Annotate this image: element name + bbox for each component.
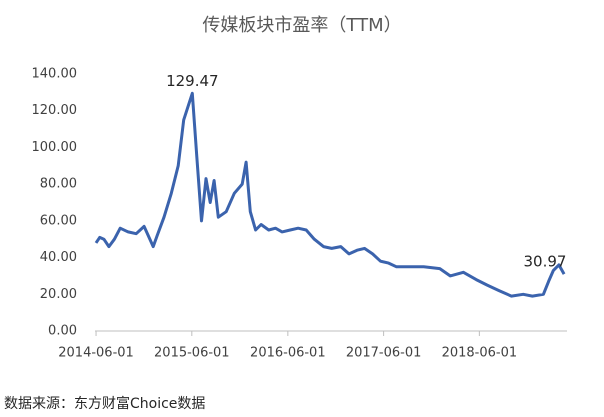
data-label: 30.97 <box>524 253 567 271</box>
y-tick-label: 140.00 <box>32 67 78 82</box>
y-tick-label: 60.00 <box>40 213 77 228</box>
x-tick-label: 2015-06-01 <box>154 346 230 361</box>
x-tick-label: 2018-06-01 <box>442 346 518 361</box>
x-tick-label: 2016-06-01 <box>250 346 326 361</box>
chart-title: 传媒板块市盈率（TTM） <box>202 15 401 36</box>
data-label: 129.47 <box>166 72 219 90</box>
y-tick-label: 100.00 <box>32 140 78 155</box>
y-tick-label: 120.00 <box>32 103 78 118</box>
y-tick-label: 80.00 <box>40 177 77 192</box>
x-tick-label: 2014-06-01 <box>58 346 134 361</box>
y-tick-label: 20.00 <box>40 287 77 302</box>
y-tick-label: 40.00 <box>40 250 77 265</box>
x-tick-label: 2017-06-01 <box>346 346 422 361</box>
line-series <box>94 91 566 298</box>
y-tick-label: 0.00 <box>48 324 77 339</box>
source-note: 数据来源：东方财富Choice数据 <box>4 395 205 412</box>
